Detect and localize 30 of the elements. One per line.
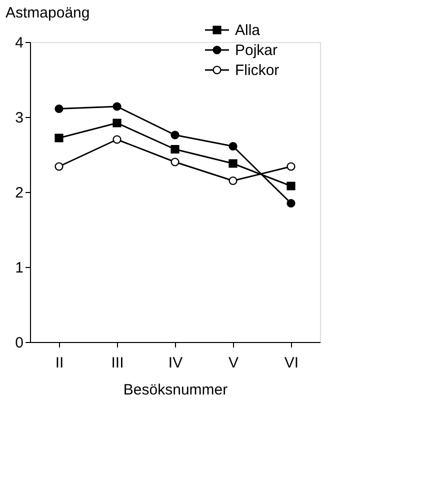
y-tick-label: 4 xyxy=(15,34,24,52)
x-axis-title: Besöksnummer xyxy=(123,382,228,398)
y-axis-title: Astmapoäng xyxy=(6,4,90,22)
x-tick-label: II xyxy=(55,354,64,372)
point xyxy=(170,144,180,154)
point xyxy=(286,198,296,208)
point xyxy=(112,118,122,128)
point xyxy=(54,162,64,171)
legend-label: Flickor xyxy=(235,62,280,79)
x-tick-label: VI xyxy=(284,354,299,372)
point xyxy=(170,158,180,166)
y-tick-label: 1 xyxy=(15,260,24,276)
point xyxy=(54,134,64,142)
legend-label: Alla xyxy=(235,22,261,39)
point xyxy=(170,130,180,140)
point xyxy=(228,176,238,186)
point xyxy=(54,104,64,114)
point xyxy=(112,102,122,111)
point xyxy=(112,135,122,144)
y-tick-label: 0 xyxy=(15,334,24,352)
x-tick-label: IV xyxy=(168,354,183,372)
point xyxy=(286,162,296,171)
point xyxy=(228,159,238,168)
point xyxy=(286,182,296,190)
x-tick-label: V xyxy=(228,354,239,372)
legend-label: Pojkar xyxy=(235,42,278,59)
y-tick-label: 2 xyxy=(15,184,24,202)
point xyxy=(228,142,238,151)
y-tick-label: 3 xyxy=(15,110,24,126)
x-tick-label: III xyxy=(111,354,124,372)
